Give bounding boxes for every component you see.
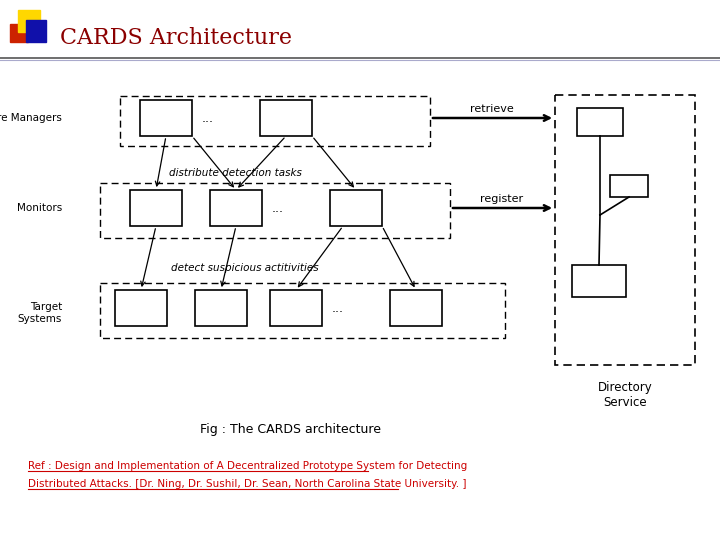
- Text: Target
Systems: Target Systems: [17, 302, 62, 324]
- Bar: [195, 290, 247, 326]
- Text: Directory
Service: Directory Service: [598, 381, 652, 409]
- Bar: [390, 290, 442, 326]
- Bar: [130, 190, 182, 226]
- Bar: [577, 108, 623, 136]
- Bar: [330, 190, 382, 226]
- Bar: [115, 290, 167, 326]
- Bar: [26, 20, 46, 42]
- Bar: [10, 24, 28, 42]
- Text: CARDS Architecture: CARDS Architecture: [60, 27, 292, 49]
- Text: distribute detection tasks: distribute detection tasks: [168, 168, 302, 178]
- Bar: [100, 183, 450, 238]
- Bar: [100, 283, 505, 338]
- Text: ...: ...: [272, 201, 284, 214]
- Text: ...: ...: [202, 111, 214, 125]
- Bar: [260, 100, 312, 136]
- Bar: [120, 96, 430, 146]
- Bar: [270, 290, 322, 326]
- Text: register: register: [480, 194, 523, 204]
- Bar: [610, 175, 648, 197]
- Bar: [555, 95, 695, 365]
- Text: Signature Managers: Signature Managers: [0, 113, 62, 123]
- Bar: [210, 190, 262, 226]
- Text: retrieve: retrieve: [470, 104, 514, 114]
- Text: Distributed Attacks. [Dr. Ning, Dr. Sushil, Dr. Sean, North Carolina State Unive: Distributed Attacks. [Dr. Ning, Dr. Sush…: [28, 479, 467, 489]
- Text: ...: ...: [332, 301, 344, 314]
- Bar: [18, 10, 40, 32]
- Text: Fig : The CARDS architecture: Fig : The CARDS architecture: [199, 423, 380, 436]
- Bar: [140, 100, 192, 136]
- Text: Monitors: Monitors: [17, 203, 62, 213]
- Text: detect suspicious actitivities: detect suspicious actitivities: [171, 263, 319, 273]
- Bar: [572, 265, 626, 297]
- Text: Ref : Design and Implementation of A Decentralized Prototype System for Detectin: Ref : Design and Implementation of A Dec…: [28, 461, 467, 471]
